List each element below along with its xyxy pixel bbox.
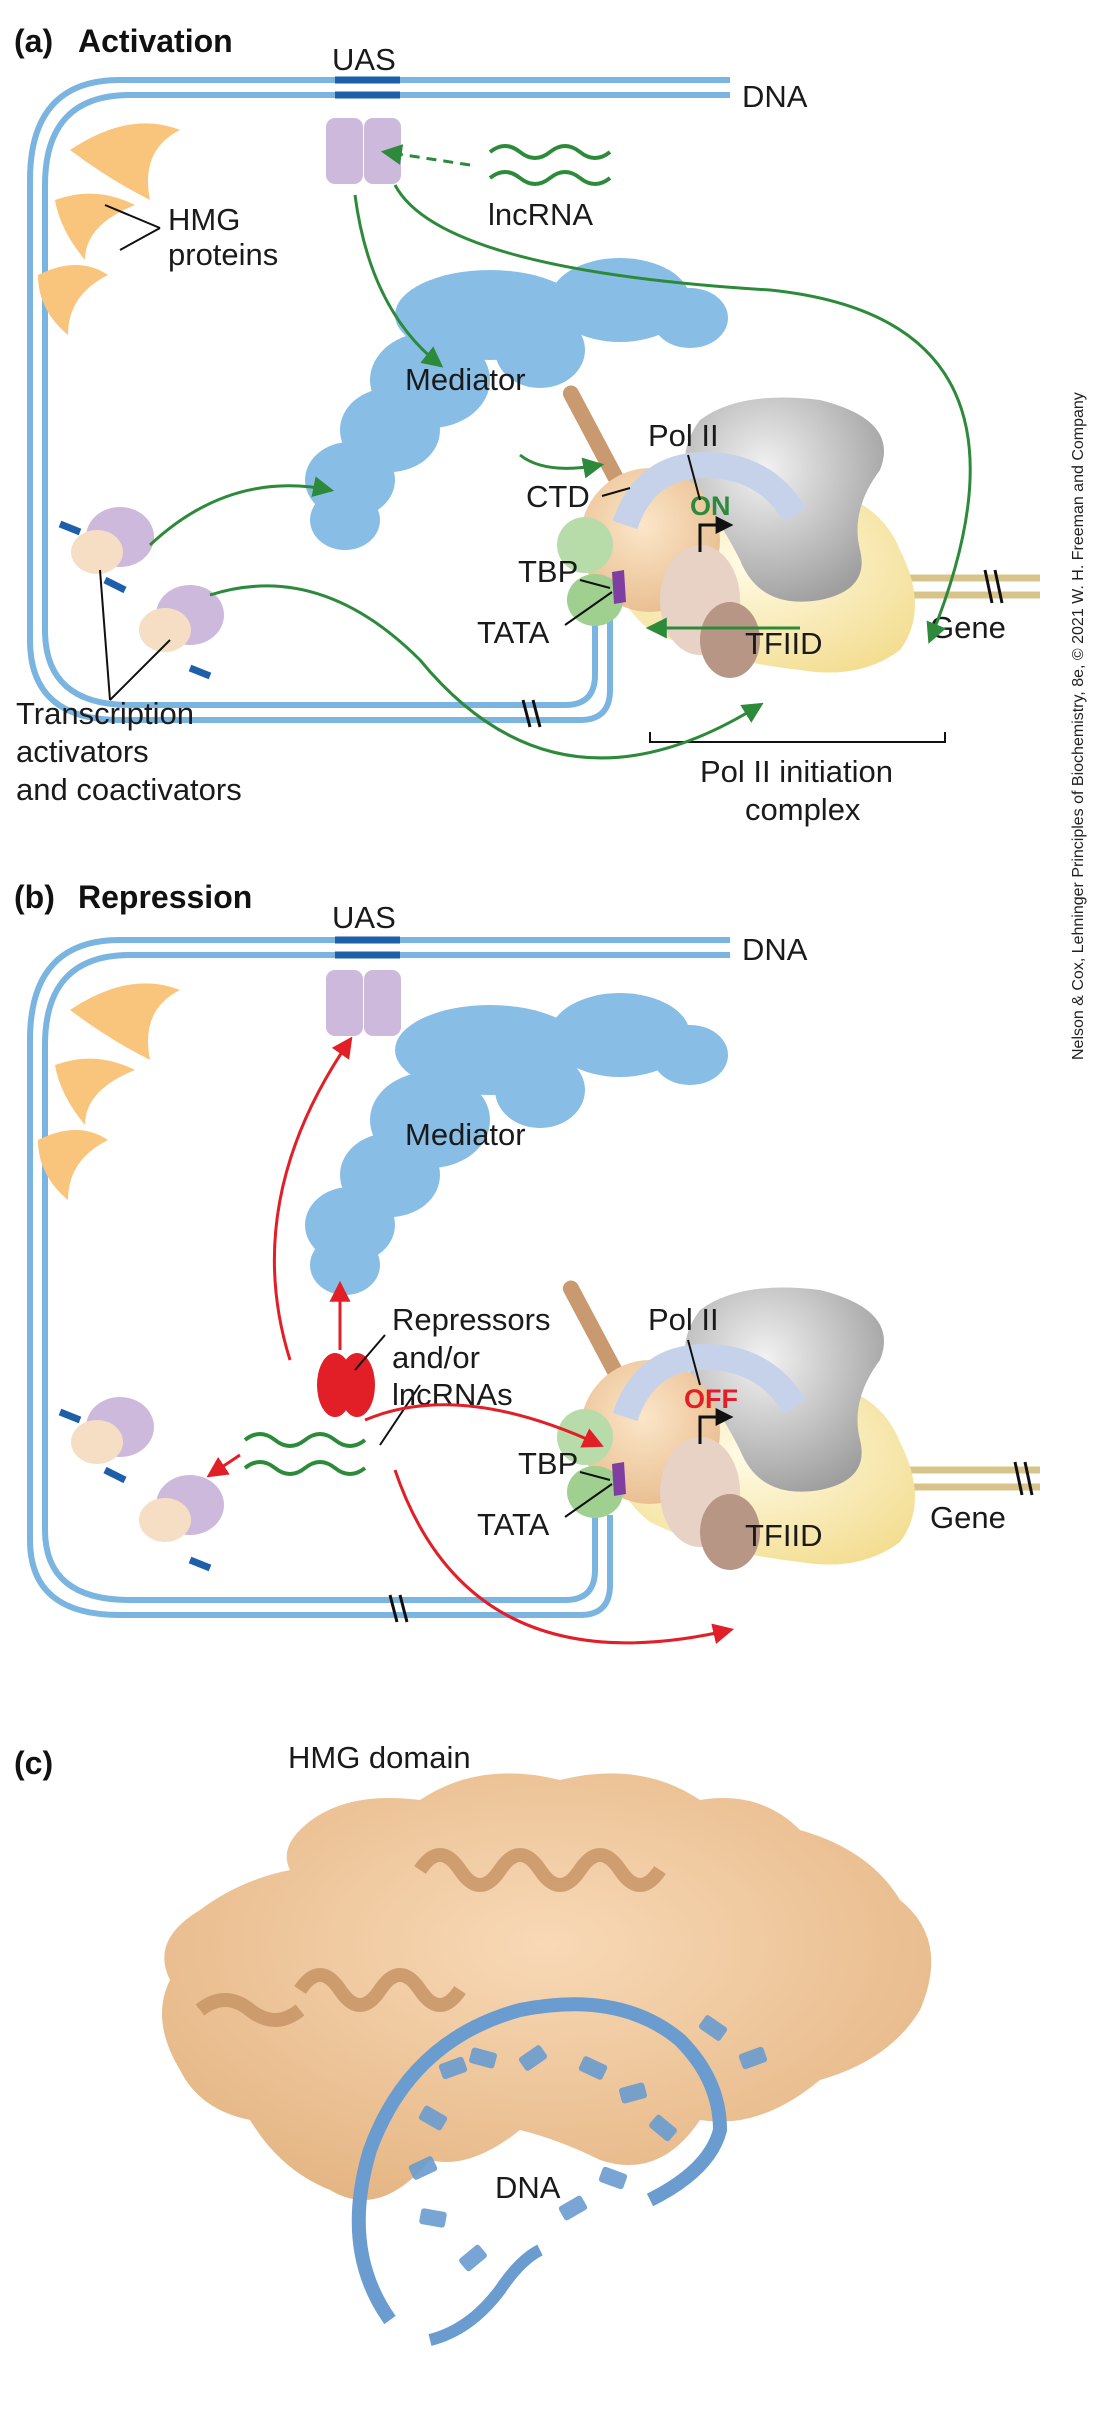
tata-label-b: TATA bbox=[477, 1507, 550, 1542]
initiation-complex-a bbox=[557, 385, 915, 678]
tbp-label-a: TBP bbox=[518, 554, 578, 589]
pol2-pointer-a bbox=[687, 454, 701, 501]
activators-pointer-a bbox=[99, 569, 171, 701]
gene-break-b bbox=[1013, 1461, 1034, 1496]
hmg-label-line1-a: HMG bbox=[168, 202, 240, 237]
dna-backbone-c bbox=[351, 1997, 728, 2325]
tfiid-label-b: TFIID bbox=[745, 1518, 823, 1553]
gene-label-a: Gene bbox=[930, 610, 1006, 645]
hmg-surface bbox=[162, 1773, 932, 2200]
tfiid-label-a: TFIID bbox=[745, 626, 823, 661]
initiation-label-line1-a: Pol II initiation bbox=[700, 754, 893, 789]
activators-b bbox=[71, 1397, 224, 1542]
hmg-proteins-a bbox=[38, 123, 180, 335]
off-label: OFF bbox=[684, 1384, 738, 1414]
hmg-proteins-b bbox=[38, 983, 180, 1200]
mediator-a bbox=[305, 258, 728, 550]
repressors-pointer-b bbox=[354, 1334, 421, 1446]
credit-line: Nelson & Cox, Lehninger Principles of Bi… bbox=[1070, 392, 1087, 1060]
activation-arrows bbox=[148, 184, 972, 760]
ctd-label-a: CTD bbox=[526, 479, 590, 514]
tbp-label-b: TBP bbox=[518, 1446, 578, 1481]
lncrna-arrow-a bbox=[380, 144, 471, 167]
dna-loop-a bbox=[27, 77, 730, 723]
lncrna-label-a: lncRNA bbox=[488, 197, 593, 232]
dna-break-b bbox=[388, 1594, 409, 1623]
repression-arrows bbox=[206, 1036, 735, 1645]
dna-label-c: DNA bbox=[495, 2170, 561, 2205]
tata-label-a: TATA bbox=[477, 615, 550, 650]
uas-label-a: UAS bbox=[332, 42, 396, 77]
initiation-label-line2-a: complex bbox=[745, 792, 861, 827]
gene-break-a bbox=[983, 569, 1004, 604]
ctd-pointer-a bbox=[601, 487, 631, 497]
pol2-label-a: Pol II bbox=[648, 418, 719, 453]
pol2-label-b: Pol II bbox=[648, 1302, 719, 1337]
panel-c-title: HMG domain bbox=[288, 1740, 471, 1775]
activators-label-line3-a: and coactivators bbox=[16, 772, 242, 807]
hmg-label-line2-a: proteins bbox=[168, 237, 278, 272]
dna-bases-c bbox=[408, 2015, 768, 2272]
panel-a: (a) Activation UAS DNA lncRNA bbox=[14, 23, 1040, 827]
panel-b: (b) Repression UAS DNA bbox=[14, 879, 1040, 1645]
gene-label-b: Gene bbox=[930, 1500, 1006, 1535]
activators-label-line1-a: Transcription bbox=[16, 696, 194, 731]
panel-b-letter: (b) bbox=[14, 879, 55, 915]
uas-label-b: UAS bbox=[332, 900, 396, 935]
mediator-b bbox=[305, 993, 728, 1295]
lncrna-a bbox=[488, 144, 612, 186]
tbp-pointer-b bbox=[579, 1471, 611, 1481]
activators-label-line2-a: activators bbox=[16, 734, 149, 769]
dna-backbone-c2 bbox=[428, 2244, 543, 2346]
uas-activator-b bbox=[326, 970, 401, 1036]
on-label: ON bbox=[690, 491, 731, 521]
repressors-label-line1-b: Repressors bbox=[392, 1302, 551, 1337]
panel-c: (c) HMG domain DNA bbox=[14, 1740, 932, 2346]
pol2-pointer-b bbox=[687, 1339, 701, 1386]
hmg-helices bbox=[195, 1848, 666, 2027]
tbp-pointer-a bbox=[579, 579, 611, 589]
initiation-bracket-a bbox=[649, 732, 946, 743]
tata-pointer-b bbox=[564, 1483, 613, 1518]
tata-pointer-a bbox=[564, 591, 613, 626]
uas-activator-a bbox=[326, 118, 401, 184]
dna-label-a: DNA bbox=[742, 79, 808, 114]
panel-a-title: Activation bbox=[78, 23, 233, 59]
dna-break-a bbox=[521, 699, 542, 728]
mediator-label-a: Mediator bbox=[405, 362, 526, 397]
lncrna-b bbox=[243, 1432, 367, 1476]
hmg-pointer-a bbox=[104, 204, 161, 251]
repressors-b bbox=[317, 1353, 375, 1417]
panel-c-letter: (c) bbox=[14, 1745, 53, 1781]
activators-a bbox=[71, 507, 224, 652]
mediator-label-b: Mediator bbox=[405, 1117, 526, 1152]
dna-loop-b bbox=[27, 937, 730, 1618]
repressors-label-line2-b: and/or bbox=[392, 1340, 480, 1375]
dna-label-b: DNA bbox=[742, 932, 808, 967]
initiation-complex-b bbox=[557, 1280, 915, 1570]
panel-a-letter: (a) bbox=[14, 23, 53, 59]
panel-b-title: Repression bbox=[78, 879, 252, 915]
